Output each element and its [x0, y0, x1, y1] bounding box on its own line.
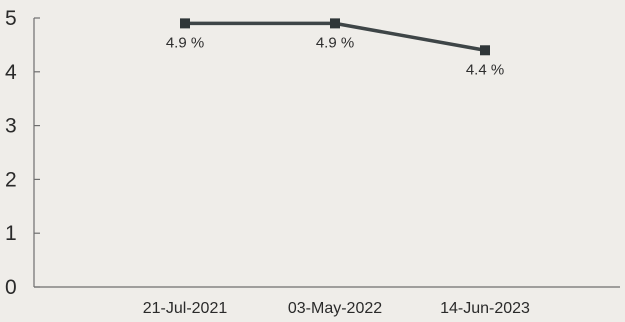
- y-tick-label: 2: [5, 168, 17, 191]
- y-tick-label: 0: [5, 276, 17, 299]
- y-tick-label: 5: [5, 7, 17, 30]
- y-tick-label: 1: [5, 222, 17, 245]
- x-tick-label: 14-Jun-2023: [440, 300, 530, 317]
- y-axis-ticks: 0 1 2 3 4 5: [5, 7, 40, 299]
- x-tick-label: 21-Jul-2021: [143, 300, 228, 317]
- x-axis-ticks: 21-Jul-2021 03-May-2022 14-Jun-2023: [143, 300, 530, 317]
- data-point-marker: [480, 45, 490, 56]
- y-tick-label: 3: [5, 115, 17, 138]
- data-series: 4.9 % 4.9 % 4.4 %: [166, 18, 504, 78]
- data-label: 4.4 %: [466, 61, 504, 78]
- data-point-marker: [330, 18, 340, 29]
- y-tick-label: 4: [5, 61, 17, 84]
- data-point-marker: [180, 18, 190, 29]
- data-label: 4.9 %: [166, 34, 204, 51]
- x-tick-label: 03-May-2022: [288, 300, 382, 317]
- data-label: 4.9 %: [316, 34, 354, 51]
